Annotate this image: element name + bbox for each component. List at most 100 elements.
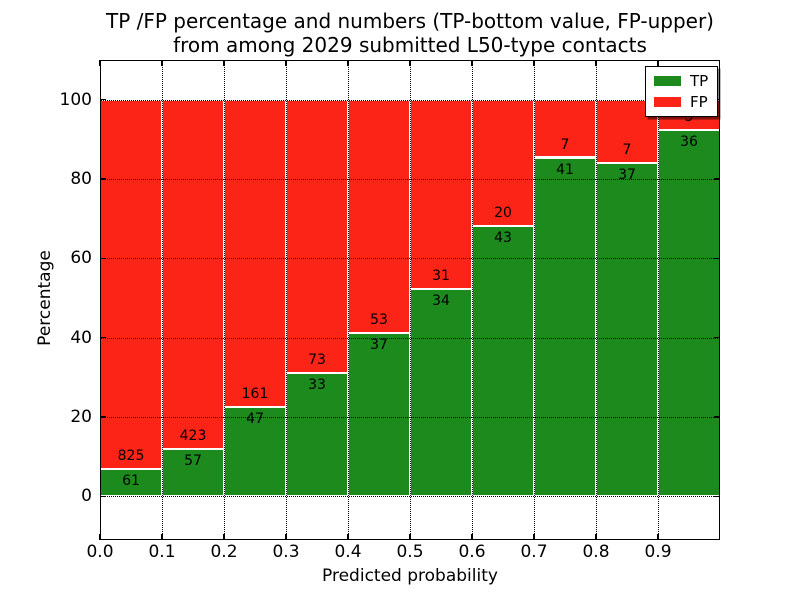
chart-title: TP /FP percentage and numbers (TP-bottom…	[100, 9, 720, 57]
legend: TP FP	[645, 66, 719, 117]
fp-count-label: 53	[370, 312, 388, 329]
bar-segment-fp	[224, 99, 286, 407]
fp-count-label: 3	[684, 109, 694, 126]
tp-count-label: 61	[122, 473, 140, 490]
fp-count-label: 825	[117, 448, 145, 465]
bar-segment-fp	[410, 99, 472, 289]
x-tick-mark	[161, 534, 163, 540]
x-tick-mark	[657, 60, 659, 66]
tp-count-label: 33	[308, 376, 326, 393]
legend-item-fp: FP	[654, 93, 708, 111]
x-tick-mark	[285, 60, 287, 66]
plot-area: 825 61 423 57 161 47 73 33 53 37 31 34 20 43 7 41 7 37 3 36	[99, 60, 720, 540]
tp-swatch-icon	[654, 76, 681, 86]
y-tick-mark	[714, 416, 720, 418]
tp-count-label: 57	[184, 453, 202, 470]
y-tick-label: 100	[59, 89, 92, 110]
bar-segment-fp	[100, 99, 162, 470]
x-tick-label: 0.0	[86, 542, 114, 562]
tp-count-label: 47	[246, 410, 264, 427]
bar-segment-fp	[162, 99, 224, 450]
gridline-vertical	[410, 60, 411, 540]
y-tick-mark	[100, 416, 106, 418]
gridline-vertical	[472, 60, 473, 540]
x-tick-mark	[347, 534, 349, 540]
y-tick-label: 60	[70, 248, 92, 269]
bar-segment-fp	[286, 99, 348, 373]
bar-segment-tp	[658, 130, 720, 497]
gridline-vertical	[348, 60, 349, 540]
bar-segment-tp	[534, 157, 596, 497]
bar-segment-tp	[410, 288, 472, 497]
x-axis-label: Predicted probability	[322, 566, 498, 586]
y-tick-mark	[714, 495, 720, 498]
bar-segment-tp	[596, 162, 658, 497]
legend-label-fp: FP	[690, 93, 708, 111]
x-tick-label: 0.7	[520, 542, 548, 562]
bar-segment-tp	[472, 225, 534, 497]
tp-count-label: 36	[680, 134, 698, 151]
gridline-vertical	[534, 60, 535, 540]
x-tick-label: 0.6	[458, 542, 486, 562]
legend-label-tp: TP	[690, 72, 709, 90]
x-tick-mark	[657, 534, 659, 540]
x-tick-mark	[595, 534, 597, 540]
fp-count-label: 73	[308, 351, 326, 368]
x-tick-label: 0.5	[396, 542, 424, 562]
bar-segment-tp	[224, 406, 286, 497]
y-tick-label: 40	[70, 327, 92, 348]
fp-count-label: 20	[494, 204, 512, 221]
gridline-vertical	[286, 60, 287, 540]
y-tick-label: 80	[70, 169, 92, 189]
y-tick-label: 20	[70, 407, 92, 428]
x-tick-mark	[595, 60, 597, 66]
x-tick-mark	[99, 534, 101, 540]
x-tick-label: 0.9	[644, 542, 672, 562]
y-tick-mark	[100, 178, 106, 180]
x-tick-label: 0.1	[148, 542, 176, 562]
fp-count-label: 7	[560, 136, 570, 153]
x-tick-mark	[223, 534, 225, 540]
fp-count-label: 161	[241, 385, 269, 402]
tp-count-label: 37	[618, 166, 636, 183]
x-tick-label: 0.3	[272, 542, 300, 562]
bar-segment-tp	[348, 333, 410, 497]
fp-count-label: 423	[179, 428, 207, 445]
x-tick-mark	[409, 60, 411, 66]
x-tick-mark	[223, 60, 225, 66]
gridline-vertical	[224, 60, 225, 540]
bar-segment-tp	[100, 469, 162, 497]
x-tick-mark	[533, 60, 535, 66]
y-tick-mark	[714, 178, 720, 180]
fp-count-label: 7	[622, 141, 632, 158]
x-tick-mark	[285, 534, 287, 540]
y-tick-mark	[100, 257, 106, 260]
y-tick-label: 0	[81, 486, 92, 507]
bar-segment-tp	[286, 372, 348, 497]
y-tick-mark	[100, 98, 106, 101]
x-tick-mark	[471, 534, 473, 540]
gridline-vertical	[658, 60, 659, 540]
x-tick-mark	[471, 60, 473, 66]
y-tick-mark	[100, 336, 106, 339]
tp-count-label: 37	[370, 337, 388, 354]
x-tick-mark	[533, 534, 535, 540]
fp-count-label: 31	[432, 267, 450, 284]
x-tick-mark	[99, 60, 101, 66]
fp-swatch-icon	[654, 97, 681, 107]
x-tick-label: 0.4	[334, 542, 362, 562]
y-tick-mark	[100, 495, 106, 498]
x-tick-label: 0.8	[582, 542, 610, 562]
bar-segment-fp	[348, 99, 410, 334]
bar-segment-fp	[534, 99, 596, 158]
chart-title-line2: from among 2029 submitted L50-type conta…	[173, 33, 647, 57]
y-tick-mark	[714, 257, 720, 260]
chart-title-line1: TP /FP percentage and numbers (TP-bottom…	[106, 9, 714, 33]
tp-count-label: 34	[432, 292, 450, 309]
x-tick-mark	[161, 60, 163, 66]
x-tick-mark	[409, 534, 411, 540]
gridline-vertical	[162, 60, 163, 540]
y-tick-mark	[714, 336, 720, 339]
legend-item-tp: TP	[654, 72, 708, 90]
